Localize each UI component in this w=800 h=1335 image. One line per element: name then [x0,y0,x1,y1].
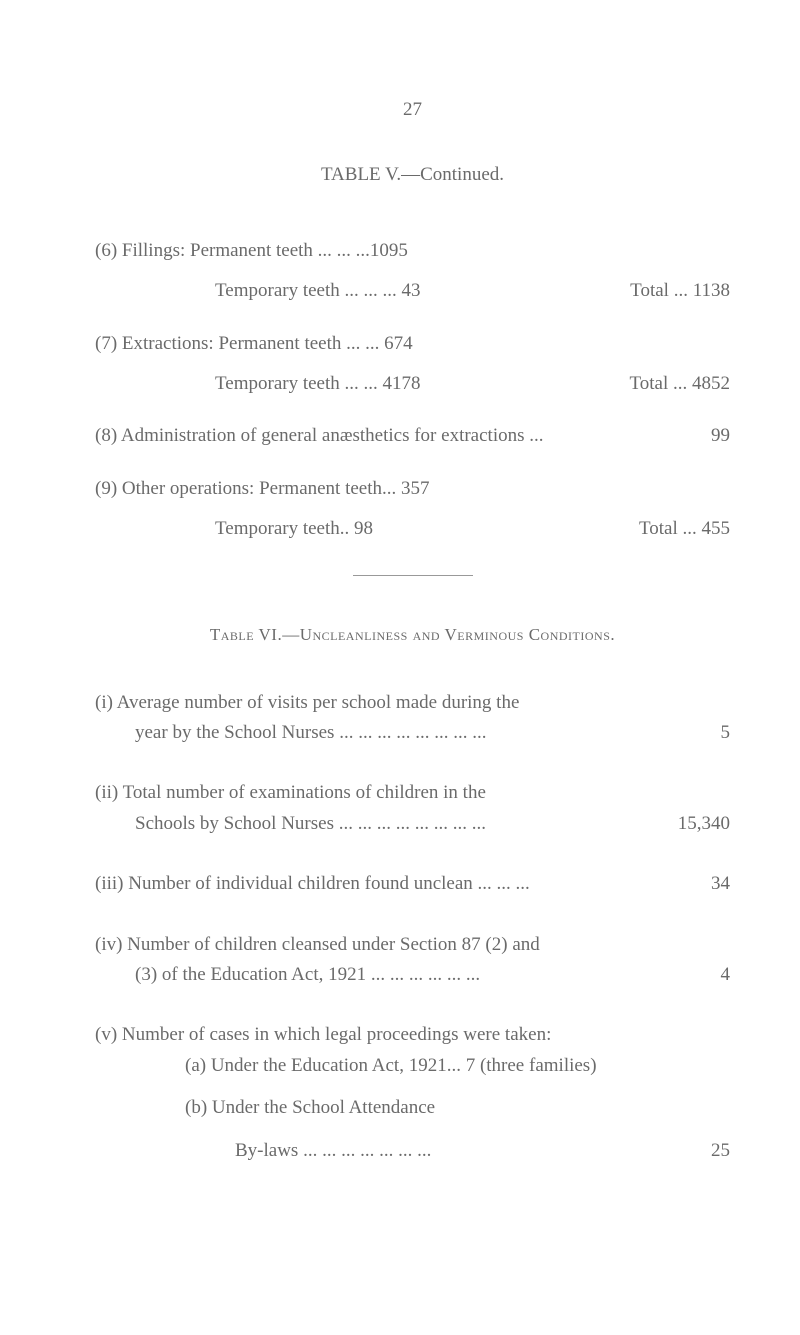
item-ii-line1: (ii) Total number of examinations of chi… [95,778,730,808]
item-v-sub-a: (a) Under the Education Act, 1921... 7 (… [185,1051,597,1081]
table-v-title: TABLE V.—Continued. [95,160,730,190]
entry-8-main: (8) Administration of general anæsthetic… [95,421,544,451]
entry-9-sub: Temporary teeth.. 98 [215,514,373,544]
item-iv-value: 4 [691,960,731,990]
item-ii-line2: Schools by School Nurses ... ... ... ...… [135,809,486,839]
item-i-line1: (i) Average number of visits per school … [95,688,730,718]
entry-8-value: 99 [681,421,730,451]
section-divider [353,575,473,576]
item-v-bylaws-value: 25 [681,1136,730,1166]
item-iv-line2: (3) of the Education Act, 1921 ... ... .… [135,960,480,990]
item-i-value: 5 [691,718,731,748]
entry-9: (9) Other operations: Permanent teeth...… [95,474,730,545]
entry-9-main: (9) Other operations: Permanent teeth...… [95,474,730,504]
item-iii-line1: (iii) Number of individual children foun… [95,869,530,899]
item-iv-line1: (iv) Number of children cleansed under S… [95,930,730,960]
item-iv: (iv) Number of children cleansed under S… [95,930,730,991]
entry-7-total: Total ... 4852 [629,369,730,399]
item-ii: (ii) Total number of examinations of chi… [95,778,730,839]
entry-7: (7) Extractions: Permanent teeth ... ...… [95,329,730,400]
item-i: (i) Average number of visits per school … [95,688,730,749]
entry-9-total: Total ... 455 [639,514,730,544]
entry-6-sub: Temporary teeth ... ... ... 43 [215,276,421,306]
item-v-sub-b: (b) Under the School Attendance [185,1093,435,1123]
entry-6-total: Total ... 1138 [630,276,730,306]
item-v-bylaws: By-laws ... ... ... ... ... ... ... [235,1136,431,1166]
item-v: (v) Number of cases in which legal proce… [95,1020,730,1166]
item-ii-value: 15,340 [648,809,730,839]
table-vi-title: Table VI.—Uncleanliness and Verminous Co… [95,621,730,648]
item-i-line2: year by the School Nurses ... ... ... ..… [135,718,486,748]
entry-6-main: (6) Fillings: Permanent teeth ... ... ..… [95,236,730,266]
item-iii-value: 34 [681,869,730,899]
entry-8: (8) Administration of general anæsthetic… [95,421,730,451]
entry-7-sub: Temporary teeth ... ... 4178 [215,369,421,399]
entry-7-main: (7) Extractions: Permanent teeth ... ...… [95,329,730,359]
entry-6: (6) Fillings: Permanent teeth ... ... ..… [95,236,730,307]
page-number: 27 [95,95,730,125]
item-v-line1: (v) Number of cases in which legal proce… [95,1020,730,1050]
item-iii: (iii) Number of individual children foun… [95,869,730,899]
